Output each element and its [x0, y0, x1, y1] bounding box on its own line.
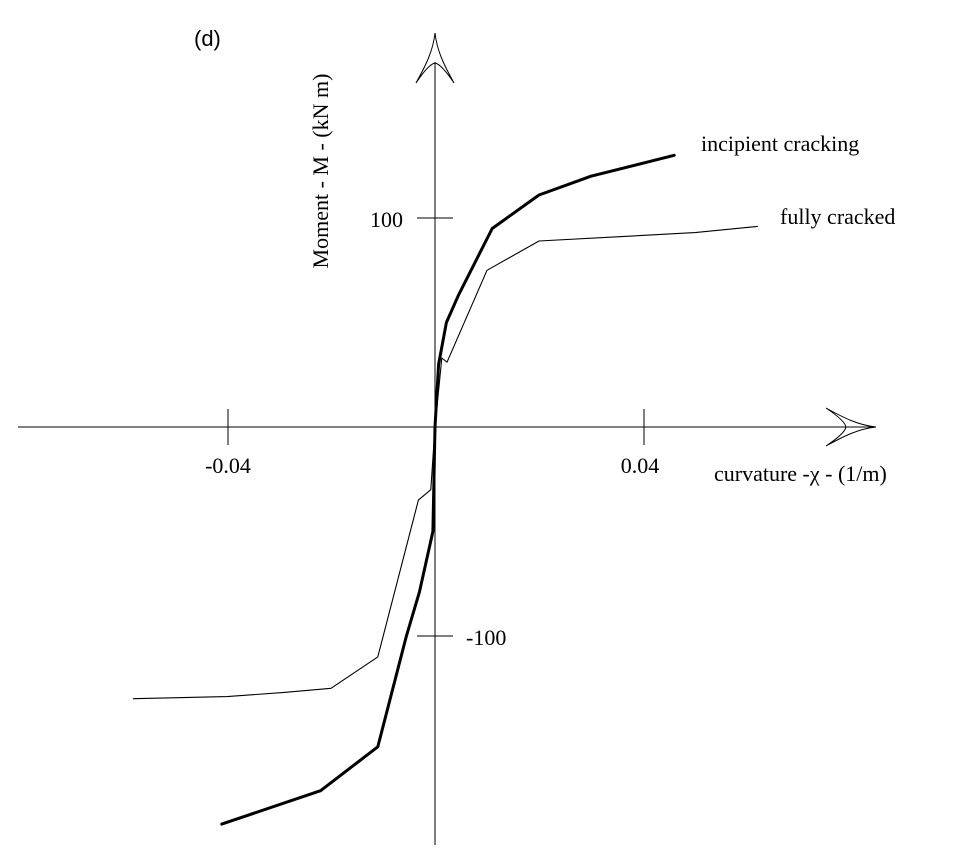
- series-label-incipient-cracking: incipient cracking: [701, 131, 859, 156]
- panel-label: (d): [194, 26, 221, 51]
- series-label-fully-cracked: fully cracked: [780, 204, 895, 229]
- y-axis-label: Moment - M - (kN m): [308, 74, 333, 269]
- x-tick-label: 0.04: [621, 453, 660, 478]
- x-axis-label: curvature -χ - (1/m): [714, 461, 887, 486]
- y-axis-arrow-icon: [415, 32, 455, 84]
- y-tick-label: 100: [370, 207, 403, 232]
- series-line-incipient-cracking: [220, 153, 676, 826]
- x-axis-arrow-icon: [825, 407, 877, 447]
- x-tick-label: -0.04: [205, 453, 251, 478]
- y-tick-label: -100: [466, 625, 506, 650]
- series-line-fully-cracked: [132, 225, 758, 700]
